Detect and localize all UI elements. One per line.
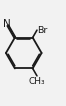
Text: N: N [3, 19, 11, 29]
Text: CH₃: CH₃ [29, 77, 45, 86]
Text: Br: Br [38, 26, 48, 35]
